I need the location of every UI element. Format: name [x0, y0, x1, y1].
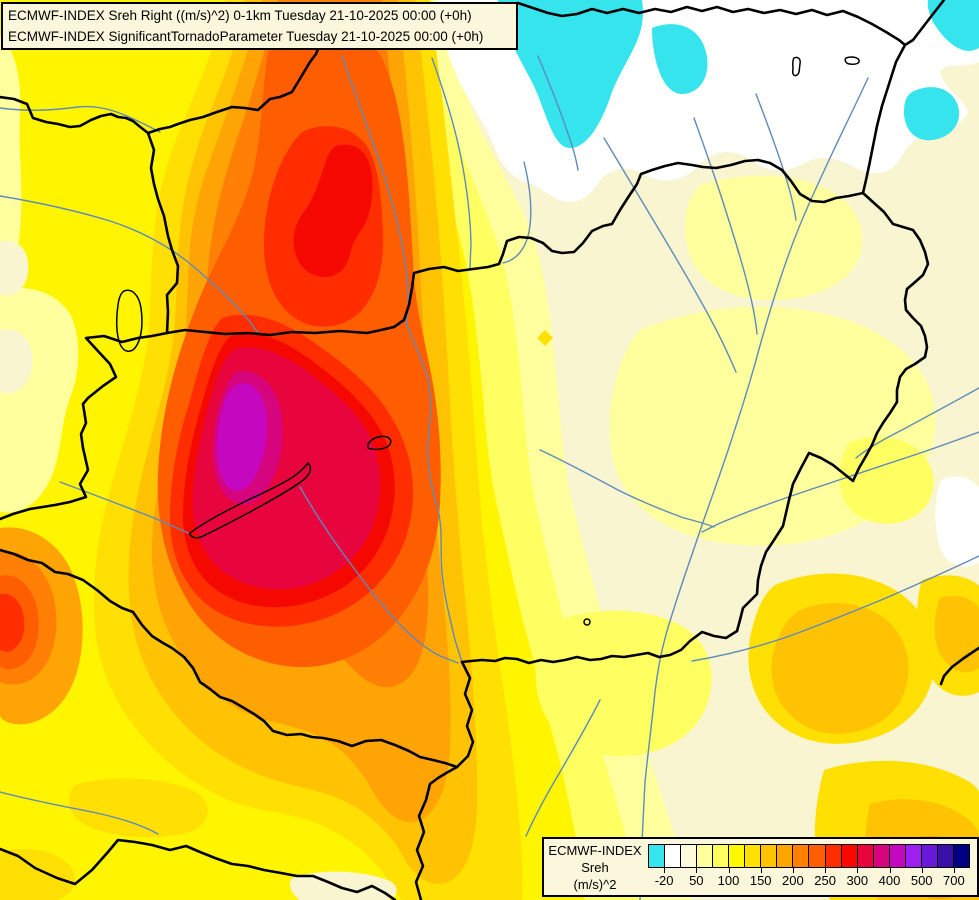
legend-tick-label: 700 [943, 873, 965, 888]
legend-color-cell [696, 845, 713, 867]
legend-color-cell [936, 845, 953, 867]
legend-color-cell [920, 845, 937, 867]
legend-color-cell [760, 845, 777, 867]
legend-color-cell [728, 845, 745, 867]
legend-tick-mark [857, 868, 859, 873]
legend-tick-label: 50 [689, 873, 704, 888]
legend-color-cell [840, 845, 857, 867]
lake-balaton-outline [189, 462, 312, 539]
legend-parameter-label: Sreh [581, 860, 609, 875]
legend-tick-mark [760, 868, 762, 873]
legend-color-cell [904, 845, 921, 867]
slovakia-hungary-border [165, 158, 865, 337]
hungary-croatia-border [0, 548, 459, 769]
lake-neusiedl-outline [115, 289, 143, 352]
austria-hungary-border [146, 131, 180, 335]
legend-tick-mark [664, 868, 666, 873]
legend-tick-mark [728, 868, 730, 873]
legend-tick-label: -20 [654, 873, 674, 888]
danube-river [405, 321, 463, 663]
legend-tick-mark [889, 868, 891, 873]
hungary-romania-border [735, 191, 930, 633]
legend-colorbar [648, 844, 970, 868]
legend-color-cell [680, 845, 697, 867]
legend: ECMWF-INDEX Sreh (m/s)^2 -20 50 100 150 200 2… [542, 837, 979, 897]
legend-tick-label: 500 [910, 873, 933, 888]
legend-color-cell [776, 845, 793, 867]
legend-color-cell [872, 845, 889, 867]
rivers [0, 55, 979, 900]
legend-color-cell [888, 845, 905, 867]
legend-barwrap: -20 50 100 150 200 250 300 400 500 700 [648, 844, 970, 894]
legend-color-cell [792, 845, 809, 867]
legend-tick-mark [825, 868, 827, 873]
legend-color-cell [744, 845, 761, 867]
legend-tick-label: 200 [782, 873, 804, 888]
legend-tick-label: 150 [749, 873, 772, 888]
map-title-box: ECMWF-INDEX Sreh Right ((m/s)^2) 0-1km T… [1, 2, 518, 50]
legend-color-cell [808, 845, 825, 867]
legend-tick-mark [953, 868, 955, 873]
legend-tick-label: 400 [878, 873, 901, 888]
legend-color-cell [824, 845, 841, 867]
map-title-line-1: ECMWF-INDEX Sreh Right ((m/s)^2) 0-1km T… [8, 8, 472, 23]
legend-source-label: ECMWF-INDEX [548, 843, 642, 858]
legend-tick-mark [792, 868, 794, 873]
lake-velence-outline [367, 435, 392, 451]
legend-tick-label: 300 [846, 873, 869, 888]
lakes [115, 56, 860, 626]
legend-tick-label: 100 [717, 873, 740, 888]
legend-units-label: (m/s)^2 [573, 877, 617, 892]
legend-color-cell [856, 845, 873, 867]
legend-tick-mark [921, 868, 923, 873]
legend-tick-label: 250 [814, 873, 836, 888]
tisza-river [639, 77, 869, 900]
hungary-serbia-border [460, 629, 739, 665]
legend-labels: ECMWF-INDEX Sreh (m/s)^2 [544, 842, 646, 893]
legend-color-cell [712, 845, 729, 867]
legend-color-cell [952, 845, 969, 867]
legend-color-cell [664, 845, 681, 867]
legend-color-cell [649, 845, 665, 867]
map-title-line-2: ECMWF-INDEX SignificantTornadoParameter … [8, 29, 484, 44]
legend-tick-mark [696, 868, 698, 873]
